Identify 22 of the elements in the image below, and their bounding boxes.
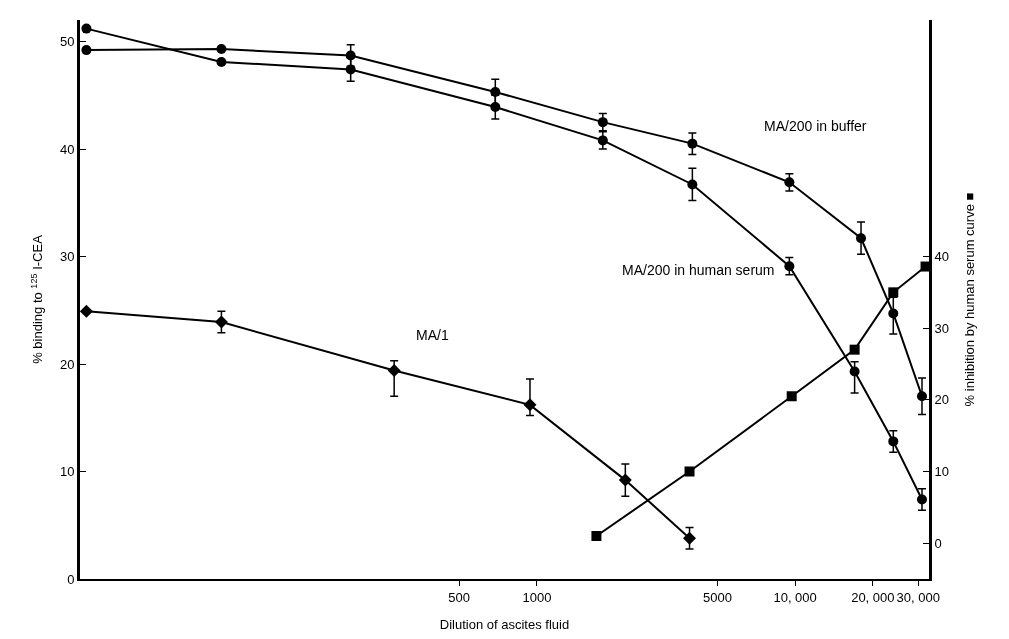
y-tick-label: 40 [59,141,75,157]
y2-tick-label: 10 [934,464,950,480]
y2-tick-label: 0 [934,535,942,551]
y2-tick-label: 20 [934,392,950,408]
x-tick-label: 20, 000 [851,589,895,605]
y-tick-label: 10 [59,464,75,480]
x-tick-label: 5000 [702,589,732,605]
text: MA/200 in buffer [764,118,867,134]
y2-tick-label: 30 [934,320,950,336]
y-tick-label: 50 [59,34,75,50]
x-tick-label: 1000 [522,589,552,605]
x-tick-label: 500 [448,589,471,605]
y-tick-label: 0 [67,571,75,587]
x-tick-label: 30, 000 [896,589,940,605]
y-tick-label: 30 [59,249,75,265]
x-axis-title: Dilution of ascites fluid [439,617,570,632]
y2-tick-label: 40 [934,249,950,265]
y-tick-label: 20 [59,356,75,372]
text: MA/1 [416,327,449,343]
x-tick-label: 10, 000 [773,589,817,605]
y2-axis-title: % inhibition by human serum curve ■ [961,192,977,407]
series-label: MA/200 in human serum [622,262,775,278]
